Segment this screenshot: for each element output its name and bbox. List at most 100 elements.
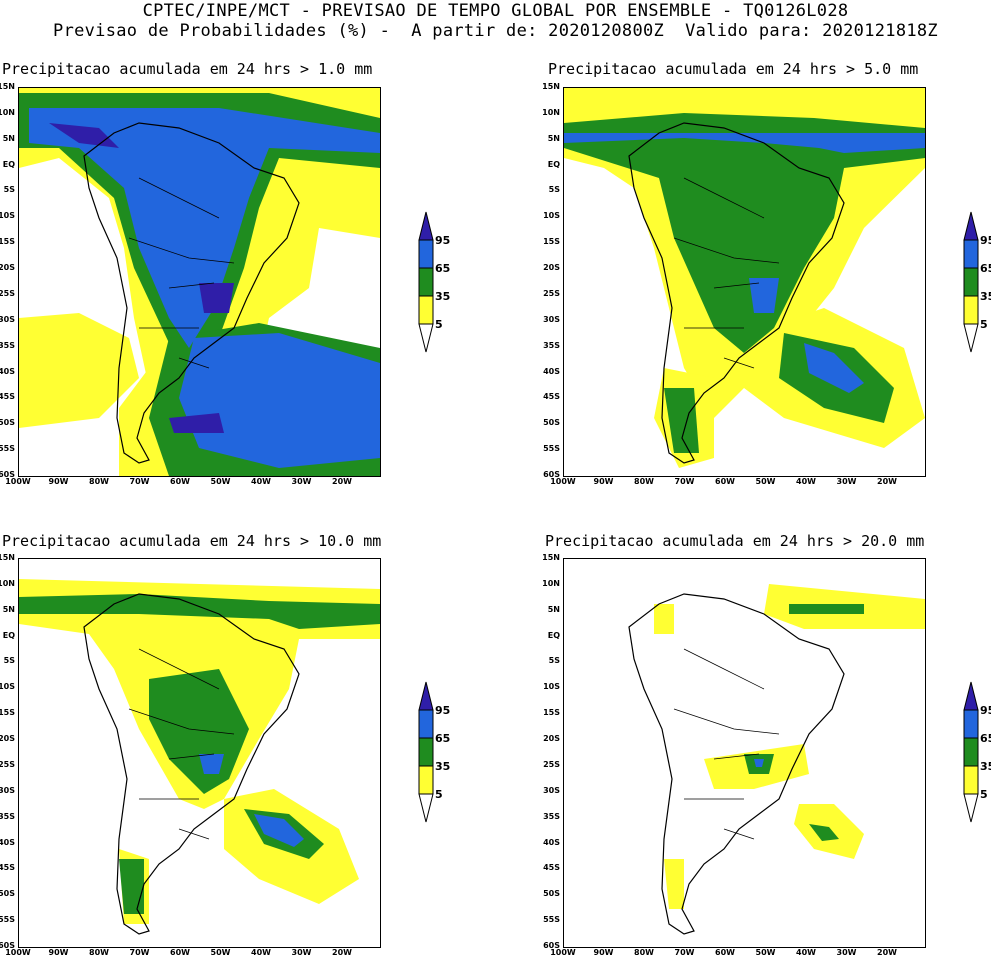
legend-label: 35 — [980, 760, 991, 773]
legend-label: 35 — [435, 290, 451, 303]
legend-swatch-95 — [418, 681, 434, 711]
lat-label: 25S — [543, 288, 560, 298]
color-legend: 95 65 35 5 — [963, 680, 991, 830]
lat-label: EQ — [2, 159, 15, 169]
legend-swatch-35 — [963, 267, 979, 297]
country-borders — [128, 648, 235, 840]
lat-label: 30S — [0, 314, 15, 324]
lat-label: 55S — [543, 444, 560, 454]
lat-label: 40S — [543, 837, 560, 847]
lon-label: 30W — [291, 477, 312, 486]
probability-area — [19, 313, 139, 428]
lon-label: 20W — [332, 477, 352, 486]
lat-label: 55S — [0, 915, 15, 925]
lat-label: 45S — [543, 392, 560, 402]
legend-swatch-below — [963, 793, 979, 823]
probability-map — [18, 558, 381, 948]
probability-area — [564, 113, 925, 353]
lat-label: 60S — [0, 941, 15, 950]
lat-label: 55S — [543, 915, 560, 925]
lat-label: 20S — [0, 263, 15, 273]
lon-label: 70W — [674, 477, 695, 486]
coastline — [83, 122, 300, 464]
lon-label: 30W — [836, 477, 857, 486]
legend-label: 35 — [980, 290, 991, 303]
legend-label: 65 — [980, 732, 991, 745]
lon-label: 30W — [291, 948, 312, 957]
lat-label: 40S — [0, 366, 15, 376]
lat-label: 10N — [542, 107, 560, 117]
probability-area — [199, 754, 224, 774]
legend-label: 65 — [435, 732, 451, 745]
legend-swatch-95 — [418, 211, 434, 241]
lat-label: 5N — [2, 133, 15, 143]
lat-label: 15N — [0, 82, 15, 91]
lat-label: 10N — [0, 107, 15, 117]
lat-label: 60S — [543, 941, 560, 950]
lat-label: 5N — [547, 604, 560, 614]
lat-label: 20S — [543, 263, 560, 273]
lat-label: EQ — [2, 630, 15, 640]
legend-label: 95 — [435, 234, 451, 247]
lon-label: 100W — [550, 948, 576, 957]
lon-label: 60W — [170, 948, 190, 957]
lon-label: 20W — [877, 948, 897, 957]
probability-area — [749, 278, 779, 313]
lat-label: 55S — [0, 444, 15, 454]
probability-area — [664, 859, 684, 909]
legend-swatch-35 — [963, 737, 979, 767]
lon-label: 20W — [877, 477, 897, 486]
legend-label: 65 — [435, 262, 451, 275]
lat-label: 35S — [0, 811, 15, 821]
lon-label: 90W — [593, 948, 614, 957]
lon-label: 80W — [634, 477, 654, 486]
lat-label: 30S — [0, 785, 15, 795]
lat-label: 10S — [0, 682, 15, 692]
legend-label: 95 — [435, 704, 451, 717]
probability-area — [789, 604, 864, 614]
lat-label: 30S — [543, 314, 560, 324]
lat-label: 25S — [0, 288, 15, 298]
lat-label: 15N — [542, 553, 560, 562]
lon-label: 80W — [634, 948, 654, 957]
lon-label: 80W — [89, 477, 109, 486]
probability-area — [654, 604, 674, 634]
lat-label: 20S — [0, 734, 15, 744]
legend-swatch-5 — [963, 765, 979, 795]
legend-label: 5 — [435, 788, 443, 801]
lat-label: 15S — [543, 708, 560, 718]
legend-swatch-below — [418, 793, 434, 823]
lat-label: 10S — [543, 682, 560, 692]
lon-label: 50W — [210, 477, 231, 486]
lon-label: 70W — [129, 477, 150, 486]
lat-label: 10N — [542, 578, 560, 588]
lat-label: 15N — [0, 553, 15, 562]
lon-label: 50W — [210, 948, 231, 957]
lat-label: 35S — [0, 340, 15, 350]
legend-label: 35 — [435, 760, 451, 773]
probability-area — [119, 859, 144, 914]
legend-swatch-65 — [418, 239, 434, 269]
lat-label: EQ — [547, 159, 560, 169]
legend-swatch-5 — [418, 765, 434, 795]
probability-area — [809, 824, 839, 841]
lat-label: 20S — [543, 734, 560, 744]
lon-label: 100W — [5, 948, 31, 957]
lat-label: 5S — [3, 185, 15, 195]
legend-swatch-below — [963, 323, 979, 353]
probability-area — [564, 133, 925, 153]
lat-label: 35S — [543, 811, 560, 821]
color-legend: 95 65 35 5 — [418, 210, 488, 360]
legend-label: 5 — [980, 318, 988, 331]
coastline — [628, 122, 845, 464]
panel-title: Precipitacao acumulada em 24 hrs > 5.0 m… — [548, 60, 919, 78]
lon-label: 80W — [89, 948, 109, 957]
color-legend: 95 65 35 5 — [418, 680, 488, 830]
country-borders — [673, 177, 780, 369]
probability-area — [29, 108, 380, 348]
probability-area — [179, 333, 380, 468]
lat-label: 10S — [0, 211, 15, 221]
lat-label: 10N — [0, 578, 15, 588]
lat-label: 5S — [548, 185, 560, 195]
probability-area — [169, 413, 224, 433]
